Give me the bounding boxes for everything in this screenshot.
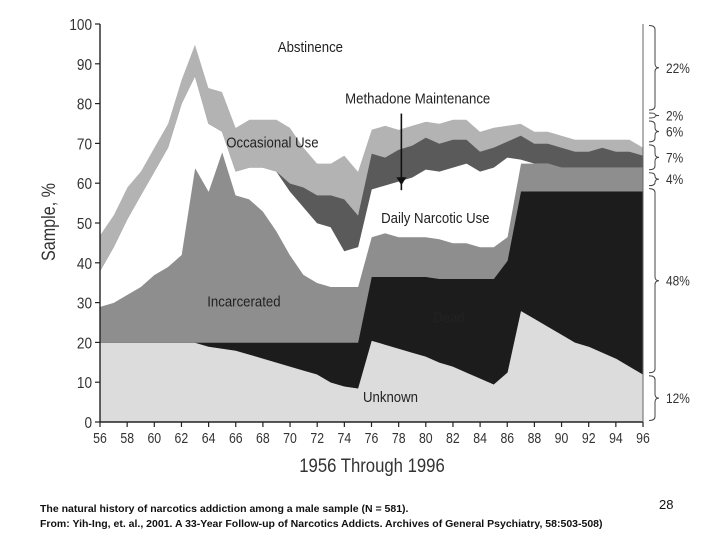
y-tick-label: 80 — [77, 97, 92, 114]
x-tick-label: 76 — [365, 430, 379, 446]
x-axis-ticks: 56 58 60 62 64 66 68 70 72 74 76 78 80 82 84 86 88 90 92 94… — [93, 422, 650, 446]
y-tick-label: 90 — [77, 57, 92, 74]
bracket — [648, 112, 660, 119]
area-layers — [99, 23, 644, 423]
y-tick-label: 30 — [77, 296, 92, 313]
x-tick-label: 86 — [500, 430, 514, 446]
x-tick-label: 68 — [256, 430, 270, 446]
x-tick-label: 80 — [419, 430, 433, 446]
label-occasional-use: Occasional Use — [226, 134, 318, 151]
bracket-label: 4% — [666, 171, 684, 187]
label-methadone-maintenance: Methadone Maintenance — [345, 90, 490, 107]
x-tick-label: 70 — [283, 430, 297, 446]
bracket — [648, 144, 660, 171]
bracket — [648, 188, 660, 374]
bracket — [648, 120, 660, 143]
x-tick-label: 62 — [175, 430, 189, 446]
series-labels: Abstinence Methadone Maintenance Occasiona… — [207, 38, 490, 405]
y-axis-title: Sample, % — [38, 183, 60, 261]
x-tick-label: 64 — [202, 430, 216, 446]
bracket-label: 6% — [666, 124, 684, 140]
page-number: 28 — [659, 497, 674, 512]
y-tick-label: 0 — [84, 415, 92, 432]
x-tick-label: 60 — [147, 430, 161, 446]
y-axis-ticks: 0 10 20 30 40 50 60 70 80 90 100 — [69, 17, 100, 432]
label-incarcerated: Incarcerated — [207, 293, 280, 310]
bracket — [648, 25, 660, 111]
right-brackets: 22% 2%6% 7% 4% 48% 12% — [648, 25, 690, 421]
caption-line-1: The natural history of narcotics addicti… — [40, 503, 409, 515]
bracket-label: 12% — [666, 390, 690, 406]
label-daily-narcotic-use: Daily Narcotic Use — [381, 209, 490, 226]
x-tick-label: 84 — [473, 430, 487, 446]
bracket-label: 22% — [666, 60, 690, 76]
annotation-arrow — [396, 113, 407, 191]
y-tick-label: 70 — [77, 136, 92, 153]
y-tick-label: 60 — [77, 176, 92, 193]
y-tick-label: 50 — [77, 216, 92, 233]
arrow-head — [396, 177, 407, 186]
x-tick-label: 90 — [555, 430, 569, 446]
x-tick-label: 96 — [636, 430, 650, 446]
x-tick-label: 58 — [120, 430, 134, 446]
bracket-label: 48% — [666, 273, 690, 289]
label-dead: Dead — [433, 309, 465, 326]
x-tick-label: 66 — [229, 430, 243, 446]
x-tick-label: 92 — [582, 430, 596, 446]
x-tick-label: 88 — [528, 430, 542, 446]
bracket — [648, 375, 660, 421]
y-tick-label: 100 — [69, 17, 92, 34]
label-unknown: Unknown — [363, 388, 418, 405]
x-axis-title: 1956 Through 1996 — [299, 455, 445, 476]
x-tick-label: 78 — [392, 430, 406, 446]
bracket — [648, 172, 660, 187]
bracket-label: 2% — [666, 108, 684, 124]
x-tick-label: 74 — [338, 430, 352, 446]
y-tick-label: 40 — [77, 256, 92, 273]
y-tick-label: 20 — [77, 335, 92, 352]
caption-line-2: From: Yih-Ing, et. al., 2001. A 33-Year … — [40, 518, 603, 530]
x-tick-label: 82 — [446, 430, 460, 446]
label-abstinence: Abstinence — [278, 38, 343, 55]
bracket-label: 7% — [666, 149, 684, 165]
x-tick-label: 56 — [93, 430, 107, 446]
y-tick-label: 10 — [77, 375, 92, 392]
x-tick-label: 72 — [310, 430, 324, 446]
x-tick-label: 94 — [609, 430, 623, 446]
